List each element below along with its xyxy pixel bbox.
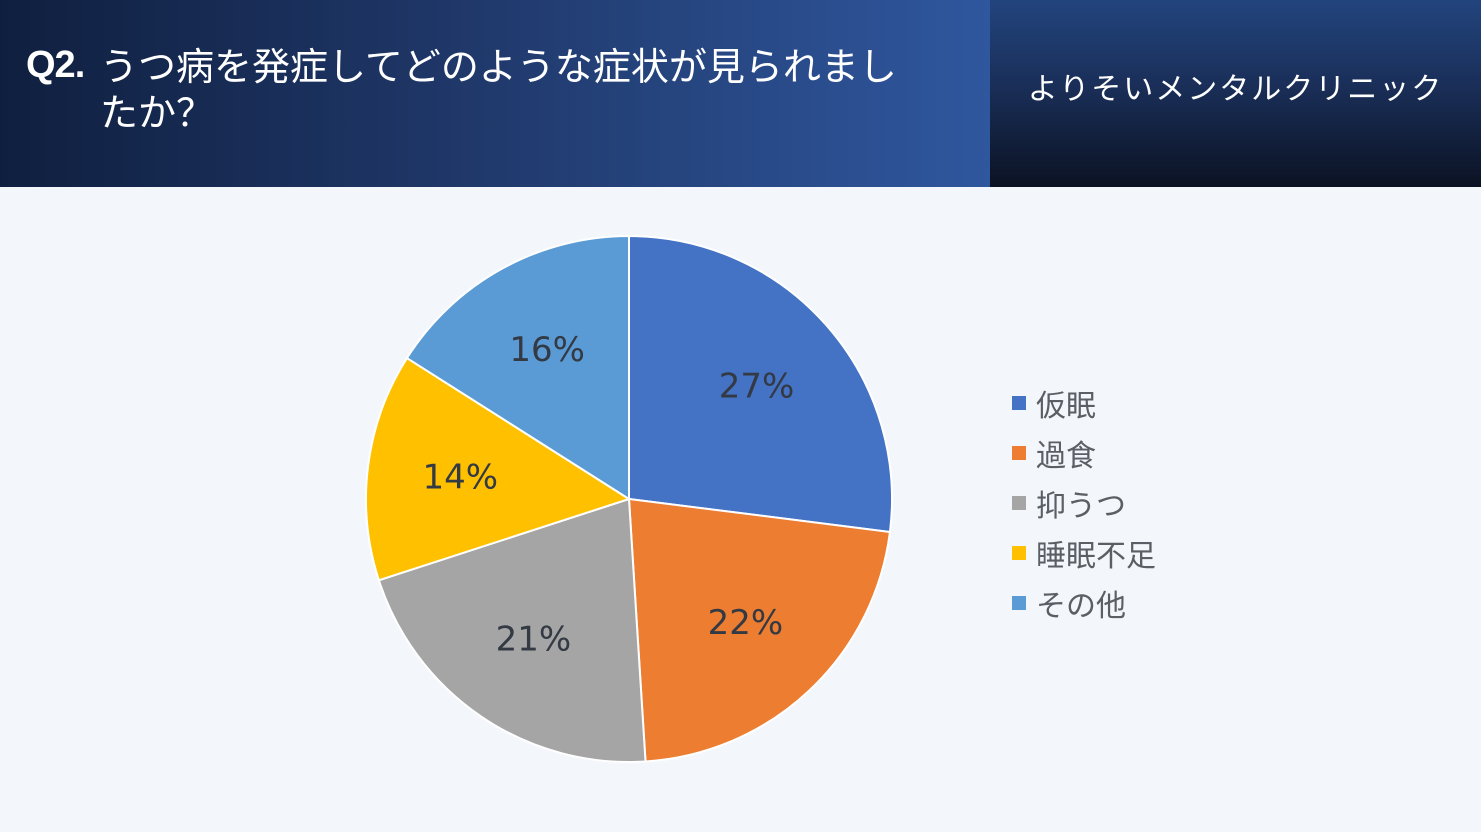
legend-swatch [1012,546,1026,560]
slice-value-label: 22% [708,603,784,643]
pie-slice-1 [628,234,893,534]
slice-value-label: 27% [719,367,795,407]
legend-swatch [1012,396,1026,410]
legend-swatch [1012,496,1026,510]
legend-item: 過食 [1012,428,1156,478]
pie-slice-2 [627,497,892,763]
clinic-name: よりそいメンタルクリニック [1027,72,1444,107]
header-clinic-panel [990,0,1481,187]
legend-label: 抑うつ [1036,489,1126,524]
legend-label: 睡眠不足 [1036,539,1156,574]
pie-value-labels: 27% 22% 21% 14% 16% [423,330,795,660]
legend-item: 仮眠 [1012,378,1156,428]
pie-slices [365,234,893,763]
slice-value-label: 14% [423,458,499,498]
slice-value-label: 21% [496,620,572,660]
legend-label: 仮眠 [1036,389,1096,424]
pie-slice-3 [377,497,647,763]
pie-slice-5 [405,234,630,501]
legend-label: その他 [1036,589,1126,624]
question-number: Q2. [26,44,85,86]
chart-legend: 仮眠過食抑うつ睡眠不足その他 [1012,378,1156,628]
legend-item: 抑うつ [1012,478,1156,528]
pie-slice-4 [365,356,632,582]
legend-label: 過食 [1036,439,1096,474]
legend-swatch [1012,446,1026,460]
slice-value-label: 16% [509,330,585,370]
header-banner: Q2. うつ病を発症してどのような症状が見られましたか？ [0,0,990,187]
legend-item: その他 [1012,578,1156,628]
question-title: うつ病を発症してどのような症状が見られましたか？ [100,45,897,135]
legend-swatch [1012,596,1026,610]
legend-item: 睡眠不足 [1012,528,1156,578]
